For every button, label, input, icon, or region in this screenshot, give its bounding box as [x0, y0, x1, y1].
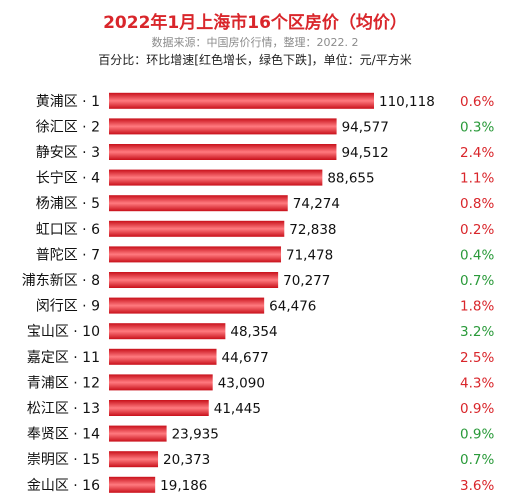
- category-label: 徐汇区 · 2: [36, 119, 100, 135]
- mom-change-label: 0.9%: [460, 401, 494, 417]
- value-label: 94,512: [341, 145, 388, 161]
- category-label: 闵行区 · 9: [36, 299, 100, 315]
- bar: [109, 374, 213, 391]
- value-label: 20,373: [163, 452, 210, 468]
- bar: [109, 246, 282, 263]
- category-label: 松江区 · 13: [27, 401, 100, 417]
- value-label: 94,577: [342, 119, 389, 135]
- bar: [109, 323, 226, 340]
- mom-change-label: 0.3%: [460, 119, 494, 135]
- category-label: 普陀区 · 7: [36, 247, 100, 263]
- mom-change-label: 0.7%: [460, 452, 494, 468]
- mom-change-label: 3.2%: [460, 324, 494, 340]
- value-label: 74,274: [293, 196, 340, 212]
- mom-change-label: 2.5%: [460, 350, 494, 366]
- category-label: 虹口区 · 6: [36, 222, 100, 238]
- category-label: 长宁区 · 4: [36, 170, 100, 187]
- bar: [109, 476, 156, 493]
- category-label: 浦东新区 · 8: [22, 273, 100, 289]
- mom-change-label: 4.3%: [460, 375, 494, 391]
- value-label: 70,277: [283, 273, 330, 289]
- bar: [109, 425, 167, 442]
- bar: [109, 348, 217, 365]
- category-label: 金山区 · 16: [27, 478, 100, 494]
- value-label: 48,354: [230, 324, 277, 340]
- value-label: 43,090: [218, 375, 265, 391]
- category-label: 奉贤区 · 14: [27, 427, 100, 443]
- category-label: 杨浦区 · 5: [36, 196, 100, 212]
- chart-note: 百分比：环比增速[红色增长，绿色下跌]，单位：元/平方米: [98, 53, 412, 67]
- chart-subtitle: 数据来源：中国房价行情，整理：2022. 2: [151, 36, 359, 49]
- bar: [109, 169, 323, 186]
- mom-change-label: 0.4%: [460, 247, 494, 263]
- bar: [109, 272, 279, 288]
- bar: [109, 451, 159, 468]
- value-label: 41,445: [214, 401, 261, 417]
- bar: [109, 220, 285, 237]
- mom-change-label: 0.9%: [460, 427, 494, 443]
- value-label: 88,655: [327, 171, 374, 187]
- mom-change-label: 0.6%: [460, 94, 494, 110]
- chart-title: 2022年1月上海市16个区房价（均价）: [103, 13, 407, 33]
- category-label: 静安区 · 3: [36, 145, 100, 161]
- category-label: 嘉定区 · 11: [27, 350, 100, 366]
- value-label: 72,838: [289, 222, 336, 238]
- bar: [109, 195, 288, 212]
- value-label: 44,677: [222, 350, 269, 366]
- bar: [109, 144, 337, 160]
- bar: [109, 118, 337, 135]
- value-label: 23,935: [172, 427, 219, 443]
- mom-change-label: 0.8%: [460, 196, 494, 212]
- mom-change-label: 3.6%: [460, 478, 494, 494]
- value-label: 110,118: [379, 94, 435, 110]
- category-label: 青浦区 · 12: [27, 375, 100, 391]
- category-label: 宝山区 · 10: [27, 324, 100, 340]
- mom-change-label: 0.7%: [460, 273, 494, 289]
- category-label: 崇明区 · 15: [27, 452, 100, 468]
- value-label: 64,476: [269, 299, 316, 315]
- bar: [109, 400, 209, 416]
- value-label: 19,186: [160, 478, 207, 494]
- mom-change-label: 1.8%: [460, 299, 494, 315]
- mom-change-label: 0.2%: [460, 222, 494, 238]
- bar: [109, 92, 374, 109]
- value-label: 71,478: [286, 247, 333, 263]
- mom-change-label: 1.1%: [460, 171, 494, 187]
- category-label: 黄浦区 · 1: [36, 93, 100, 110]
- mom-change-label: 2.4%: [460, 145, 494, 161]
- bar: [109, 297, 265, 314]
